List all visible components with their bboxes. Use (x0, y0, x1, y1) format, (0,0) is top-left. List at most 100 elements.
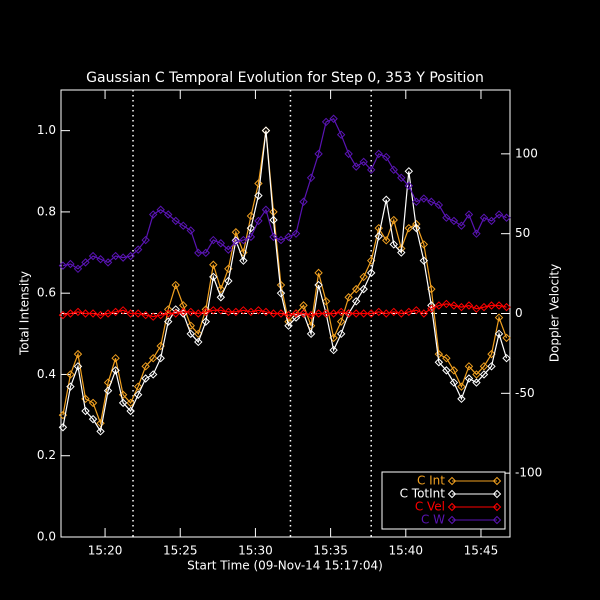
data-point (148, 370, 158, 379)
data-point (148, 353, 158, 363)
data-point (269, 215, 278, 225)
data-point (141, 374, 150, 383)
data-point (73, 362, 83, 371)
data-point (359, 272, 368, 282)
data-point (133, 390, 143, 399)
data-point (194, 337, 203, 347)
data-point (224, 245, 233, 254)
data-point (186, 329, 195, 339)
data-point (284, 232, 293, 242)
data-point (464, 362, 474, 371)
data-point (479, 302, 489, 312)
data-point (389, 215, 398, 225)
data-point (404, 223, 414, 233)
data-point (472, 304, 481, 313)
y2-tick-label: 100 (515, 146, 538, 160)
data-point (284, 321, 293, 330)
data-point (58, 261, 68, 270)
data-point (502, 302, 511, 312)
data-point (449, 366, 459, 375)
data-point (442, 353, 451, 363)
data-point (344, 293, 353, 302)
data-point (239, 235, 248, 245)
data-point (96, 419, 105, 428)
data-point (269, 309, 278, 318)
data-point (374, 232, 383, 241)
data-point (141, 310, 150, 320)
data-point (111, 353, 120, 363)
data-point (164, 317, 173, 326)
data-point (261, 126, 271, 135)
data-point (269, 232, 278, 242)
legend-label: C W (421, 513, 445, 527)
data-point (246, 232, 256, 242)
data-point (479, 370, 489, 379)
data-point (397, 248, 406, 257)
data-point (164, 210, 173, 219)
x-tick-label: 15:30 (238, 544, 273, 558)
series-line (62, 130, 508, 433)
data-point (73, 349, 83, 359)
data-point (314, 149, 323, 159)
data-point (306, 329, 316, 339)
data-point (374, 149, 383, 159)
data-point (494, 329, 504, 339)
data-point (314, 280, 323, 290)
data-point (111, 366, 120, 375)
data-point (404, 181, 414, 190)
data-point (494, 210, 504, 219)
data-point (133, 309, 143, 318)
y2-axis-label: Doppler Velocity (548, 264, 562, 362)
data-point (472, 370, 481, 379)
data-point (164, 309, 173, 318)
data-point (239, 306, 248, 315)
data-point (449, 378, 459, 387)
data-point (291, 313, 301, 322)
data-point (171, 216, 180, 226)
data-point (457, 394, 466, 404)
data-point (412, 223, 421, 233)
data-point (367, 309, 376, 318)
data-point (389, 240, 398, 249)
data-point (351, 297, 361, 306)
data-point (216, 239, 226, 248)
data-point (306, 310, 316, 320)
data-point (336, 329, 346, 339)
data-point (81, 309, 90, 318)
data-point (306, 173, 316, 183)
data-point (156, 353, 165, 363)
data-point (261, 205, 271, 214)
data-point (216, 293, 226, 302)
data-point (389, 165, 398, 175)
y-tick-label: 0.6 (37, 286, 56, 300)
data-point (103, 309, 113, 318)
data-point (209, 306, 218, 315)
x-tick-label: 15:40 (388, 544, 423, 558)
data-point (179, 307, 188, 317)
data-point (329, 309, 338, 318)
data-point (246, 307, 256, 317)
data-point (133, 245, 143, 254)
data-point (494, 301, 504, 310)
y2-tick-label: -50 (515, 386, 535, 400)
data-point (472, 378, 481, 387)
data-point (487, 362, 496, 371)
x-tick-label: 15:25 (163, 544, 198, 558)
data-point (442, 299, 451, 309)
data-point (126, 251, 135, 261)
data-point (66, 370, 75, 379)
data-point (231, 236, 241, 245)
data-point (186, 226, 195, 235)
data-point (479, 362, 489, 371)
data-point (254, 191, 263, 200)
x-tick-label: 15:35 (313, 544, 348, 558)
data-point (329, 345, 338, 355)
data-point (148, 312, 158, 321)
data-point (457, 382, 466, 391)
data-point (442, 213, 451, 222)
data-point (457, 221, 466, 230)
series-line (62, 303, 507, 318)
y-tick-label: 0.2 (37, 448, 56, 462)
y-tick-label: 0.4 (37, 367, 56, 381)
